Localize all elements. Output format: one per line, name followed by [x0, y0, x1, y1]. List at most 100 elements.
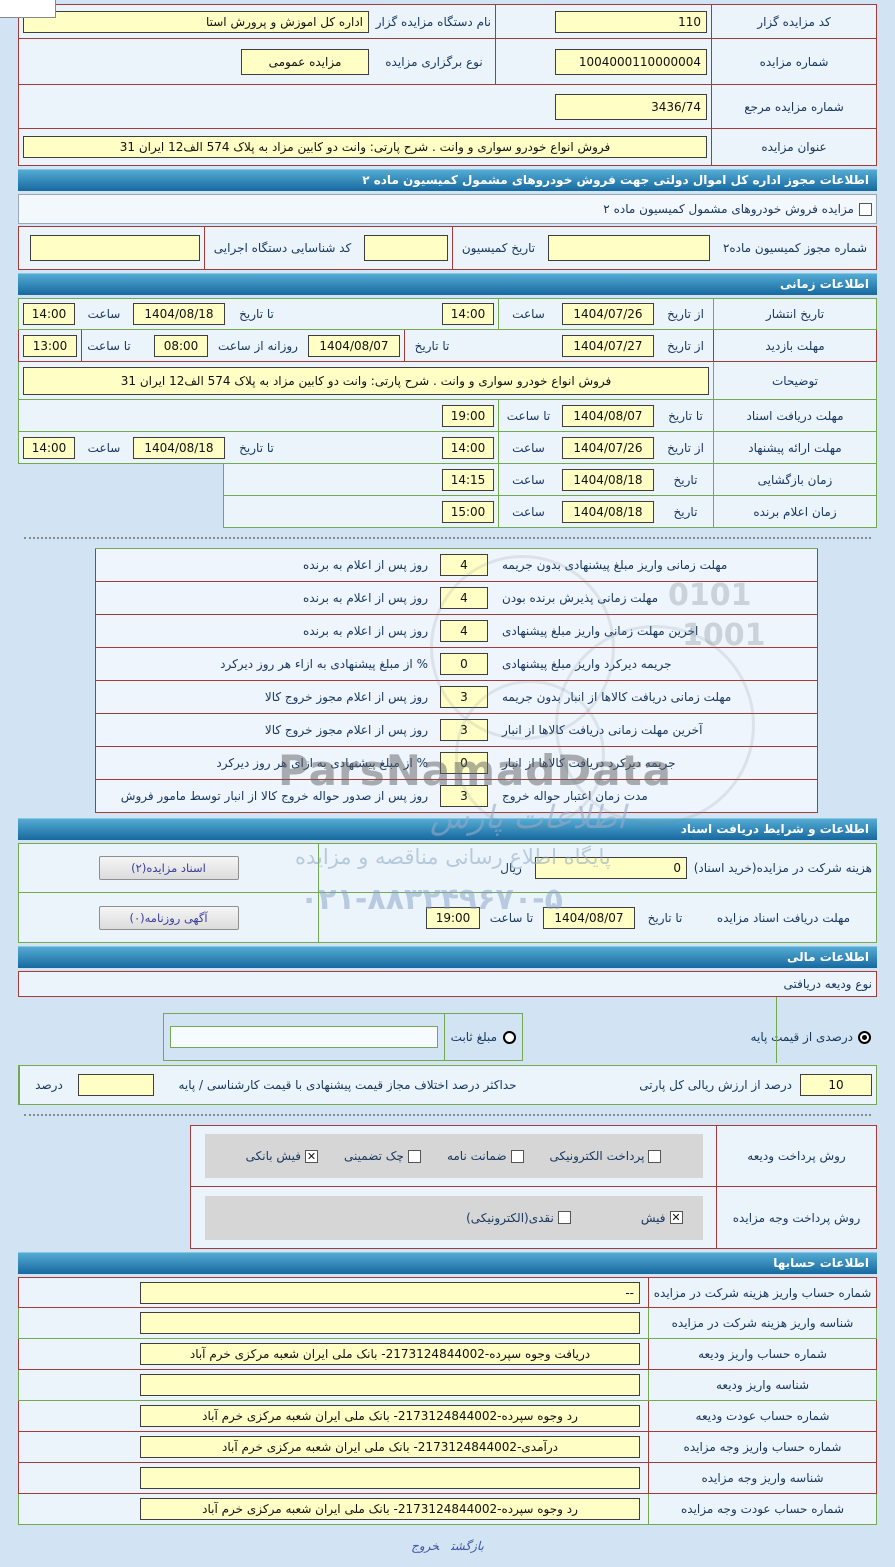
- penalty-value-input[interactable]: 3: [440, 686, 488, 708]
- account-row: شناسه واریز وجه مزایده: [18, 1463, 877, 1494]
- opening-date-input[interactable]: 1404/08/18: [562, 468, 654, 491]
- docs-deadline-date-input[interactable]: 1404/08/07: [543, 906, 635, 929]
- account-input[interactable]: رد وجوه سپرده-2173124844002- بانک ملی ای…: [140, 1498, 640, 1520]
- account-input[interactable]: [140, 1374, 640, 1396]
- deposit-method-panel: پرداخت الکترونیکی ضمانت نامه چک تضمینی ف…: [204, 1134, 703, 1178]
- org-name-input[interactable]: اداره کل اموزش و پرورش استا: [23, 10, 369, 33]
- account-input[interactable]: دریافت وجوه سپرده-2173124844002- بانک مل…: [140, 1343, 640, 1365]
- auction-type-label: نوع برگزاری مزایده: [385, 54, 483, 69]
- offer-from-date-input[interactable]: 1404/07/26: [562, 436, 654, 459]
- fee-unit: ریال: [500, 861, 522, 875]
- penalty-unit: % از مبلغ پیشنهادی به ازای هر روز دیرکرد: [216, 756, 428, 770]
- winner-label: زمان اعلام برنده: [713, 496, 876, 527]
- fixed-amount-input[interactable]: [170, 1026, 438, 1048]
- agency-code-input[interactable]: [30, 235, 200, 261]
- account-input[interactable]: [140, 1312, 640, 1334]
- fee-input[interactable]: 0: [535, 857, 687, 879]
- publish-from-label: از تاریخ: [667, 307, 704, 321]
- account-input[interactable]: رد وجوه سپرده-2173124844002- بانک ملی ای…: [140, 1405, 640, 1427]
- offer-to-date-input[interactable]: 1404/08/18: [133, 436, 225, 459]
- percent-of-base-radio[interactable]: [858, 1030, 871, 1044]
- account-row: شناسه واریز ودیعه: [18, 1370, 877, 1401]
- auction-no-label: شماره مزایده: [711, 39, 876, 84]
- publish-time-input[interactable]: 14:00: [442, 303, 494, 325]
- doc-deadline-date-input[interactable]: 1404/08/07: [562, 404, 654, 427]
- winner-date-input[interactable]: 1404/08/18: [562, 500, 654, 523]
- account-label: شناسه واریز هزینه شرکت در مزایده: [648, 1308, 876, 1338]
- offer-from-label: از تاریخ: [667, 440, 704, 455]
- visit-daily-to-input[interactable]: 13:00: [23, 334, 77, 357]
- doc-deadline-time-input[interactable]: 19:00: [442, 404, 494, 427]
- permit-checkbox-row: مزایده فروش خودروهای مشمول کمیسیون ماده …: [18, 194, 877, 224]
- payment-method-label: روش پرداخت وجه مزایده: [716, 1187, 876, 1248]
- account-row: شماره حساب واریز وجه مزایده درآمدی-21731…: [18, 1432, 877, 1463]
- description-label: توضیحات: [713, 362, 876, 399]
- fee-row: هزینه شرکت در مزایده(خرید اسناد) 0 ریال …: [18, 843, 877, 893]
- publish-to-time-input[interactable]: 14:00: [23, 303, 75, 325]
- auction-docs-button[interactable]: اسناد مزایده(۲): [98, 856, 239, 880]
- account-input[interactable]: --: [140, 1281, 640, 1304]
- visit-daily-label: روزانه از ساعت: [218, 338, 298, 353]
- electronic-payment-checkbox[interactable]: [648, 1149, 662, 1163]
- penalty-value-input[interactable]: 0: [440, 653, 488, 675]
- opening-time-input[interactable]: 14:15: [442, 468, 494, 491]
- doc-deadline-label: مهلت دریافت اسناد: [713, 400, 876, 431]
- bidder-code-input[interactable]: 110: [555, 10, 707, 33]
- back-link[interactable]: بازگشت: [451, 1539, 484, 1553]
- account-label: شماره حساب واریز ودیعه: [648, 1339, 876, 1369]
- penalty-value-input[interactable]: 0: [440, 752, 488, 774]
- description-row: توضیحات فروش انواع خودرو سواری و وانت . …: [18, 362, 877, 400]
- account-row: شناسه واریز هزینه شرکت در مزایده: [18, 1308, 877, 1339]
- opening-time-label: ساعت: [498, 464, 558, 495]
- fixed-amount-radio-label: مبلغ ثابت: [450, 1030, 497, 1044]
- penalty-value-input[interactable]: 3: [440, 785, 488, 807]
- row-ref-no: شماره مزایده مرجع 3436/74: [19, 85, 876, 129]
- penalty-value-input[interactable]: 3: [440, 719, 488, 741]
- docs-deadline-time-input[interactable]: 19:00: [426, 906, 480, 929]
- row-title: عنوان مزایده فروش انواع خودرو سواری و وا…: [19, 129, 876, 165]
- auction-no-input[interactable]: 1004000110000004: [555, 48, 707, 75]
- penalty-value-input[interactable]: 4: [440, 620, 488, 642]
- ref-no-label: شماره مزایده مرجع: [711, 85, 876, 128]
- guarantee-letter-label: ضمانت نامه: [446, 1149, 507, 1163]
- publish-to-date-input[interactable]: 1404/08/18: [133, 303, 225, 325]
- auction-type-input[interactable]: مزایده عمومی: [241, 48, 369, 75]
- publish-from-date-input[interactable]: 1404/07/26: [562, 303, 654, 325]
- ref-no-input[interactable]: 3436/74: [555, 93, 707, 120]
- cash-electronic-checkbox[interactable]: [557, 1211, 571, 1224]
- opening-date-label: تاریخ: [673, 472, 698, 487]
- penalty-label: اخرین مهلت زمانی واریز مبلغ پیشنهادی: [502, 624, 699, 638]
- guarantee-letter-checkbox[interactable]: [510, 1149, 524, 1163]
- account-row: شماره حساب عودت وجه مزایده رد وجوه سپرده…: [18, 1494, 877, 1525]
- permit-no-input[interactable]: [548, 235, 710, 261]
- row-auction-no: شماره مزایده 1004000110000004 نوع برگزار…: [19, 39, 876, 85]
- description-input[interactable]: فروش انواع خودرو سواری و وانت . شرح پارت…: [23, 366, 709, 395]
- visit-from-date-input[interactable]: 1404/07/27: [562, 334, 654, 357]
- account-input[interactable]: [140, 1467, 640, 1489]
- percent-input[interactable]: 10: [800, 1074, 872, 1096]
- certified-check-checkbox[interactable]: [407, 1149, 421, 1163]
- penalty-value-input[interactable]: 4: [440, 587, 488, 609]
- publish-to-time-label: ساعت: [87, 307, 121, 321]
- commission-date-input[interactable]: [364, 235, 448, 261]
- winner-time-input[interactable]: 15:00: [442, 500, 494, 523]
- visit-to-date-input[interactable]: 1404/08/07: [308, 334, 400, 357]
- visit-daily-from-input[interactable]: 08:00: [154, 334, 208, 357]
- max-diff-input[interactable]: [78, 1074, 154, 1096]
- cash-electronic-label: نقدی(الکترونیکی): [466, 1210, 554, 1225]
- newspaper-ad-button[interactable]: آگهی روزنامه(۰): [98, 905, 239, 930]
- penalty-value-input[interactable]: 4: [440, 554, 488, 576]
- title-label: عنوان مزایده: [711, 129, 876, 165]
- account-input[interactable]: درآمدی-2173124844002- بانک ملی ایران شعب…: [140, 1436, 640, 1458]
- exit-link[interactable]: خروج: [411, 1539, 440, 1553]
- visit-from-label: از تاریخ: [667, 338, 704, 353]
- bank-receipt-checkbox[interactable]: [305, 1149, 319, 1163]
- receipt-checkbox[interactable]: [669, 1211, 683, 1224]
- fixed-amount-radio[interactable]: [503, 1030, 516, 1044]
- offer-time-input[interactable]: 14:00: [442, 436, 494, 459]
- title-input[interactable]: فروش انواع خودرو سواری و وانت . شرح پارت…: [23, 136, 707, 158]
- ma2-checkbox[interactable]: [859, 202, 872, 216]
- account-label: شناسه واریز ودیعه: [648, 1370, 876, 1400]
- offer-to-time-input[interactable]: 14:00: [23, 436, 75, 459]
- fee-label: هزینه شرکت در مزایده(خرید اسناد): [693, 861, 872, 875]
